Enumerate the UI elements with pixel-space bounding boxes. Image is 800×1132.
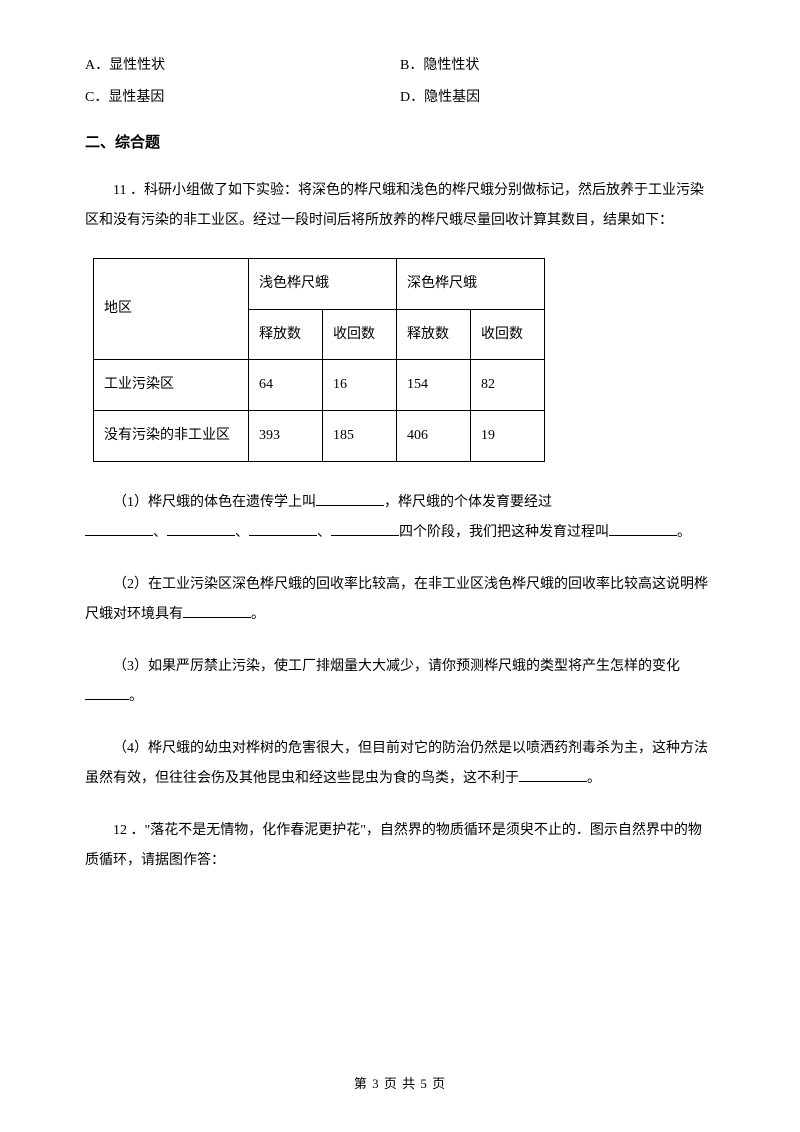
cell: 406 [397, 410, 471, 461]
th-rec-2: 收回数 [471, 309, 545, 360]
th-rel-1: 释放数 [249, 309, 323, 360]
footer-b: 3 [372, 1076, 380, 1091]
th-region: 地区 [94, 258, 249, 359]
footer-d: 5 [420, 1076, 428, 1091]
table-row: 工业污染区 64 16 154 82 [94, 360, 545, 411]
table-row: 地区 浅色桦尺蛾 深色桦尺蛾 [94, 258, 545, 309]
blank [183, 604, 251, 618]
cell-region-2: 没有污染的非工业区 [94, 410, 249, 461]
option-b: B．隐性性状 [400, 55, 715, 77]
q11-p3: （3）如果严厉禁止污染，使工厂排烟量大大减少，请你预测桦尺蛾的类型将产生怎样的变… [85, 652, 715, 712]
blank [167, 522, 235, 536]
blank [316, 492, 384, 506]
q11-p1: （1）桦尺蛾的体色在遗传学上叫 ，桦尺蛾的个体发育要经过 、 、 、 四个阶段，我们把这… [85, 488, 715, 548]
th-light: 浅色桦尺蛾 [249, 258, 397, 309]
option-d: D．隐性基因 [400, 87, 715, 109]
cell: 19 [471, 410, 545, 461]
section-2-title: 二、综合题 [85, 132, 715, 155]
q11-p2: （2）在工业污染区深色桦尺蛾的回收率比较高，在非工业区浅色桦尺蛾的回收率比较高这… [85, 570, 715, 630]
cell: 393 [249, 410, 323, 461]
p2a: （2）在工业污染区深色桦尺蛾的回收率比较高，在非工业区浅色桦尺蛾的回收率比较高这… [85, 577, 708, 622]
p3a: （3）如果严厉禁止污染，使工厂排烟量大大减少，请你预测桦尺蛾的类型将产生怎样的变… [113, 659, 680, 674]
table-row: 没有污染的非工业区 393 185 406 19 [94, 410, 545, 461]
mc-row-2: C．显性基因 D．隐性基因 [85, 87, 715, 109]
th-rel-2: 释放数 [397, 309, 471, 360]
p3b: 。 [129, 689, 143, 704]
blank [249, 522, 317, 536]
footer-e: 页 [428, 1076, 446, 1091]
blank [331, 522, 399, 536]
q11-num: 11 ． [113, 183, 144, 198]
footer-a: 第 [354, 1076, 372, 1091]
p1a: （1）桦尺蛾的体色在遗传学上叫 [113, 495, 316, 510]
q12-num: 12 ． [113, 823, 145, 838]
q11-text: 科研小组做了如下实验：将深色的桦尺蛾和浅色的桦尺蛾分别做标记，然后放养于工业污染… [85, 183, 704, 228]
th-rec-1: 收回数 [323, 309, 397, 360]
sep2: 、 [235, 525, 249, 540]
mc-row-1: A．显性性状 B．隐性性状 [85, 55, 715, 77]
cell: 185 [323, 410, 397, 461]
q12-stem: 12 ．"落花不是无情物，化作春泥更护花"，自然界的物质循环是须臾不止的．图示自… [85, 816, 715, 876]
cell-region-1: 工业污染区 [94, 360, 249, 411]
blank [85, 522, 153, 536]
p2b: 。 [251, 607, 265, 622]
blank [609, 522, 677, 536]
p4a: （4）桦尺蛾的幼虫对桦树的危害很大，但目前对它的防治仍然是以喷洒药剂毒杀为主，这… [85, 741, 708, 786]
option-c: C．显性基因 [85, 87, 400, 109]
page: A．显性性状 B．隐性性状 C．显性基因 D．隐性基因 二、综合题 11 ．科研… [0, 0, 800, 877]
q11-p4: （4）桦尺蛾的幼虫对桦树的危害很大，但目前对它的防治仍然是以喷洒药剂毒杀为主，这… [85, 734, 715, 794]
p1e: 。 [677, 525, 691, 540]
q11-stem: 11 ．科研小组做了如下实验：将深色的桦尺蛾和浅色的桦尺蛾分别做标记，然后放养于… [85, 176, 715, 236]
footer-c: 页 共 [380, 1076, 421, 1091]
blank [85, 686, 129, 700]
p4b: 。 [587, 771, 601, 786]
p1d: 四个阶段，我们把这种发育过程叫 [399, 525, 609, 540]
cell: 82 [471, 360, 545, 411]
p1b: ，桦尺蛾的个体发育要经过 [384, 495, 552, 510]
cell: 16 [323, 360, 397, 411]
sep3: 、 [317, 525, 331, 540]
cell: 154 [397, 360, 471, 411]
q11-table: 地区 浅色桦尺蛾 深色桦尺蛾 释放数 收回数 释放数 收回数 工业污染区 64 … [93, 258, 545, 462]
th-dark: 深色桦尺蛾 [397, 258, 545, 309]
blank [519, 768, 587, 782]
q12-text: "落花不是无情物，化作春泥更护花"，自然界的物质循环是须臾不止的．图示自然界中的… [85, 823, 702, 868]
cell: 64 [249, 360, 323, 411]
option-a: A．显性性状 [85, 55, 400, 77]
page-footer: 第 3 页 共 5 页 [0, 1073, 800, 1092]
sep1: 、 [153, 525, 167, 540]
